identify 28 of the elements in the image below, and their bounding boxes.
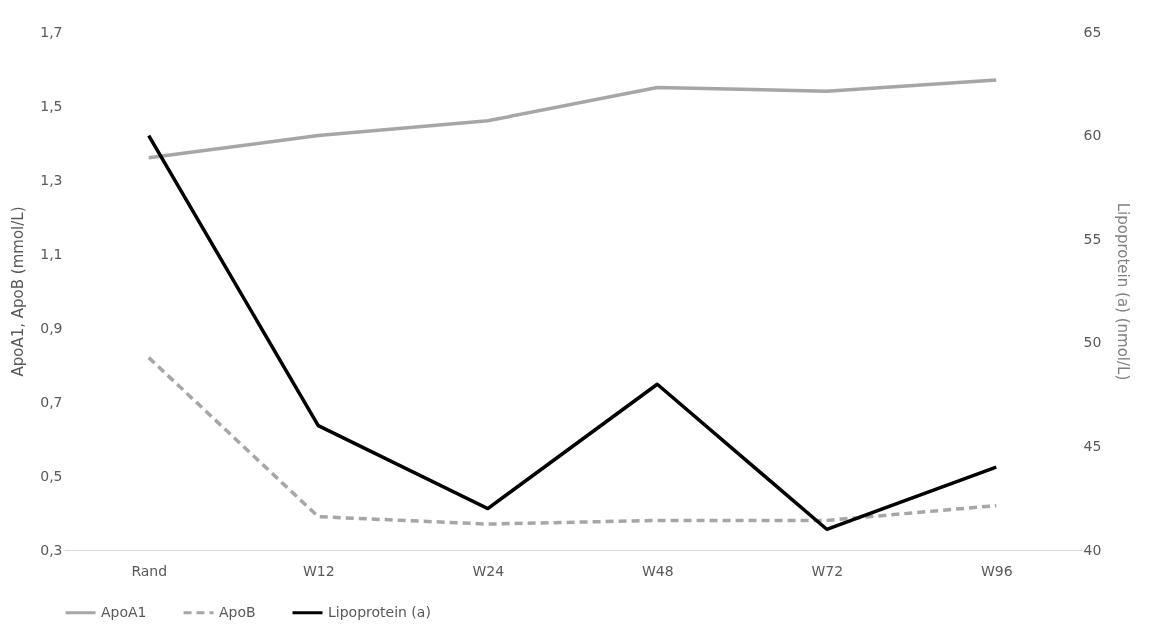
y2-tick-label: 45 bbox=[1083, 437, 1102, 454]
legend-label: ApoB bbox=[219, 603, 256, 620]
y2-tick-label: 65 bbox=[1083, 23, 1102, 40]
y-tick-label: 0,5 bbox=[40, 467, 63, 484]
x-tick-label: W72 bbox=[811, 562, 844, 579]
y2-tick-label: 50 bbox=[1083, 334, 1102, 351]
y-tick-label: 1,7 bbox=[40, 23, 63, 40]
legend-label: ApoA1 bbox=[101, 603, 147, 620]
y-tick-label: 0,9 bbox=[40, 319, 63, 336]
x-tick-label: W12 bbox=[302, 562, 335, 579]
y-tick-label: 1,5 bbox=[40, 97, 63, 114]
y-tick-label: 1,1 bbox=[40, 245, 63, 262]
y2-tick-label: 60 bbox=[1083, 127, 1102, 144]
x-tick-label: Rand bbox=[131, 562, 168, 579]
y-axis-title: ApoA1, ApoB (mmol/L) bbox=[9, 206, 28, 377]
line-series bbox=[147, 355, 998, 526]
legend-label: Lipoprotein (a) bbox=[328, 603, 431, 620]
y2-axis-title: Lipoprotein (a) (nmol/L) bbox=[1114, 202, 1133, 381]
x-tick-label: W48 bbox=[641, 562, 674, 579]
x-tick-label: W24 bbox=[472, 562, 505, 579]
y-tick-label: 0,3 bbox=[40, 541, 63, 558]
y-tick-label: 1,3 bbox=[40, 171, 63, 188]
y-tick-label: 0,7 bbox=[40, 393, 63, 410]
y2-tick-label: 55 bbox=[1083, 230, 1102, 247]
y2-tick-label: 40 bbox=[1083, 541, 1102, 558]
line-series bbox=[147, 133, 998, 532]
x-tick-label: W96 bbox=[980, 562, 1013, 579]
line-series bbox=[147, 78, 998, 160]
